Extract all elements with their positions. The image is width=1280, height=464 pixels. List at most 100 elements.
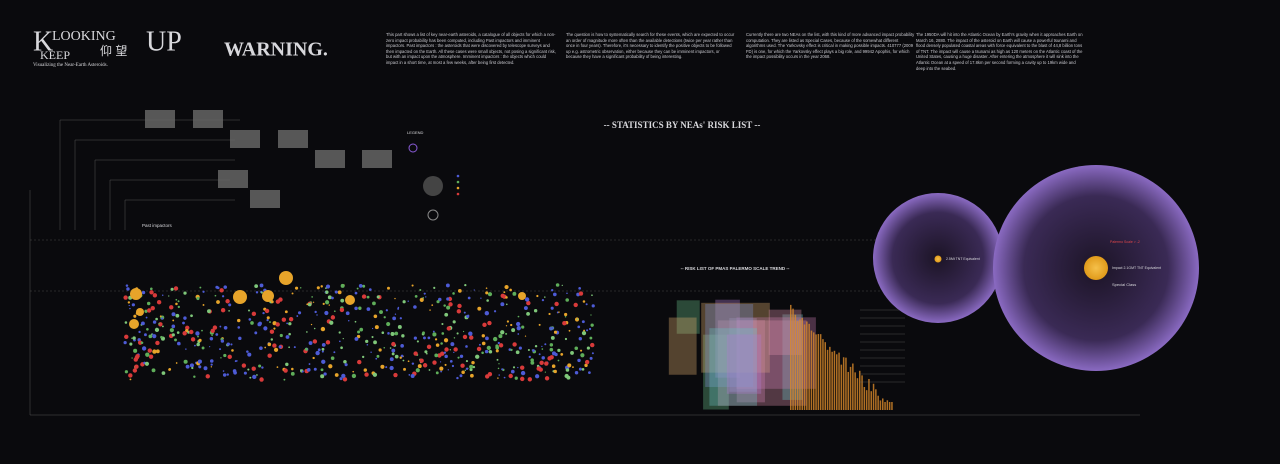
asteroid-dot bbox=[182, 321, 185, 325]
warning: WARNING. bbox=[224, 39, 328, 61]
asteroid-dot bbox=[320, 326, 326, 332]
asteroid-dot bbox=[259, 283, 264, 288]
asteroid-dot bbox=[237, 318, 241, 323]
asteroid-dot bbox=[456, 376, 459, 380]
asteroid-dot bbox=[214, 294, 217, 297]
asteroid-dot bbox=[497, 367, 500, 370]
legend-dot bbox=[456, 174, 460, 178]
asteroid-dot bbox=[391, 348, 396, 353]
trend-bar bbox=[822, 339, 824, 410]
asteroid-dot bbox=[426, 352, 428, 355]
asteroid-dot bbox=[453, 351, 455, 354]
asteroid-dot bbox=[383, 316, 386, 319]
asteroid-dot bbox=[248, 309, 250, 312]
asteroid-dot bbox=[461, 370, 465, 374]
asteroid-dot bbox=[565, 368, 570, 372]
asteroid-dot bbox=[553, 330, 558, 334]
asteroid-dot bbox=[173, 286, 179, 291]
thumbnail bbox=[145, 110, 175, 128]
asteroid-dot bbox=[301, 370, 304, 373]
trend-bar bbox=[879, 400, 882, 410]
asteroid-dot bbox=[144, 309, 148, 313]
asteroid-dot bbox=[338, 331, 341, 334]
asteroid-dot bbox=[432, 330, 435, 333]
asteroid-dot bbox=[541, 348, 544, 350]
asteroid-dot bbox=[413, 305, 417, 309]
asteroid-dot bbox=[279, 333, 283, 338]
asteroid-dot bbox=[518, 346, 522, 350]
legend-dot bbox=[456, 180, 460, 184]
asteroid-dot bbox=[278, 345, 282, 349]
asteroid-dot bbox=[468, 331, 473, 336]
asteroid-dot bbox=[201, 329, 203, 332]
asteroid-dot bbox=[190, 337, 196, 342]
asteroid-dot bbox=[376, 295, 380, 299]
asteroid-dot bbox=[183, 359, 188, 364]
trend-bar bbox=[852, 363, 854, 410]
asteroid-dot bbox=[419, 288, 422, 292]
asteroid-dot bbox=[323, 372, 327, 376]
asteroid-dot bbox=[585, 303, 588, 306]
asteroid-dot bbox=[465, 360, 469, 363]
trend-block bbox=[668, 317, 697, 375]
asteroid-dot bbox=[177, 300, 180, 303]
asteroid-dot bbox=[469, 335, 474, 340]
asteroid-dot bbox=[394, 331, 399, 336]
asteroid-dot bbox=[247, 352, 252, 357]
asteroid-dot bbox=[147, 348, 152, 353]
asteroid-dot bbox=[275, 322, 280, 327]
asteroid-dot bbox=[320, 374, 325, 379]
asteroid-dot bbox=[500, 293, 505, 298]
asteroid-dot bbox=[146, 301, 151, 306]
asteroid-dot bbox=[520, 370, 526, 376]
asteroid-dot bbox=[419, 358, 424, 363]
asteroid-dot bbox=[223, 353, 227, 358]
asteroid-dot bbox=[129, 307, 131, 310]
asteroid-dot bbox=[273, 347, 279, 352]
asteroid-dot bbox=[431, 304, 434, 306]
asteroid-dot bbox=[371, 327, 374, 330]
asteroid-dot bbox=[485, 287, 488, 289]
asteroid-dot bbox=[269, 329, 275, 334]
trend-bar bbox=[845, 357, 847, 410]
thumbnail bbox=[315, 150, 345, 168]
asteroid-dot bbox=[191, 366, 194, 370]
asteroid-dot bbox=[354, 320, 357, 323]
asteroid-dot bbox=[551, 364, 556, 368]
past-impactors: Past impactors bbox=[142, 223, 173, 228]
asteroid-dot bbox=[508, 373, 513, 379]
asteroid-dot bbox=[449, 359, 453, 363]
asteroid-dot bbox=[488, 349, 493, 354]
asteroid-dot bbox=[306, 331, 308, 333]
asteroid-dot bbox=[512, 291, 517, 296]
asteroid-dot bbox=[424, 350, 428, 354]
asteroid-dot bbox=[577, 358, 581, 363]
asteroid-big bbox=[136, 308, 144, 316]
asteroid-dot bbox=[498, 374, 500, 376]
asteroid-dot bbox=[132, 368, 138, 373]
asteroid-dot bbox=[201, 346, 205, 350]
asteroid-dot bbox=[417, 364, 422, 369]
asteroid-dot bbox=[270, 338, 274, 341]
asteroid-dot bbox=[435, 343, 440, 347]
subtitle: Visualizing the Near-Earth Asteroids. bbox=[33, 63, 108, 68]
asteroid-dot bbox=[308, 341, 313, 346]
asteroid-dot bbox=[517, 333, 520, 335]
trend-bar bbox=[810, 330, 813, 410]
asteroid-dot bbox=[197, 335, 199, 338]
asteroid-dot bbox=[391, 352, 395, 356]
trend-bar bbox=[815, 334, 817, 410]
asteroid-dot bbox=[252, 374, 257, 380]
trend-bar bbox=[829, 346, 831, 410]
asteroid-dot bbox=[123, 340, 127, 345]
asteroid-dot bbox=[175, 362, 178, 364]
trend-bar bbox=[847, 371, 849, 410]
asteroid-dot bbox=[539, 360, 544, 366]
asteroid-dot bbox=[306, 367, 311, 372]
asteroid-dot bbox=[259, 346, 263, 351]
asteroid-dot bbox=[340, 283, 345, 288]
asteroid-dot bbox=[324, 291, 326, 293]
asteroid-dot bbox=[151, 368, 156, 373]
asteroid-dot bbox=[371, 335, 374, 339]
